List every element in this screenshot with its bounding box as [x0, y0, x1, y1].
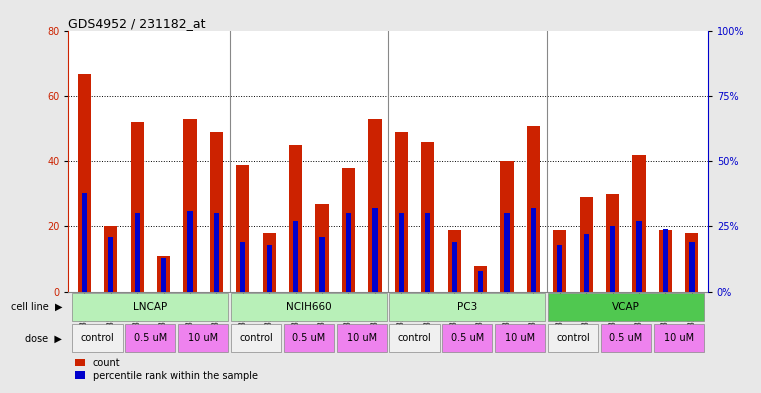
Text: control: control [239, 333, 273, 343]
Bar [580, 197, 593, 292]
Text: control: control [81, 333, 114, 343]
Bar [530, 208, 536, 292]
Bar [157, 256, 170, 292]
Bar [663, 229, 668, 292]
Bar [606, 194, 619, 292]
Bar [131, 123, 144, 292]
Text: dose  ▶: dose ▶ [25, 333, 62, 343]
Bar [266, 245, 272, 292]
FancyBboxPatch shape [390, 324, 440, 353]
Bar [527, 126, 540, 292]
Bar [368, 119, 381, 292]
Bar [289, 145, 302, 292]
Text: 10 uM: 10 uM [505, 333, 535, 343]
Text: 0.5 uM: 0.5 uM [610, 333, 642, 343]
Bar [183, 119, 196, 292]
Bar [240, 242, 246, 292]
Bar [478, 271, 483, 292]
FancyBboxPatch shape [72, 293, 228, 321]
Bar [557, 245, 562, 292]
Bar [236, 165, 250, 292]
Bar [187, 211, 193, 292]
Text: GDS4952 / 231182_at: GDS4952 / 231182_at [68, 17, 206, 30]
Bar [425, 213, 431, 292]
FancyBboxPatch shape [231, 293, 387, 321]
FancyBboxPatch shape [178, 324, 228, 353]
Bar [447, 230, 460, 292]
Bar [161, 258, 166, 292]
FancyBboxPatch shape [442, 324, 492, 353]
FancyBboxPatch shape [231, 324, 281, 353]
Bar [210, 132, 223, 292]
Bar [372, 208, 377, 292]
Bar [474, 266, 487, 292]
FancyBboxPatch shape [126, 324, 176, 353]
Bar [584, 234, 589, 292]
Bar [553, 230, 566, 292]
Bar [293, 221, 298, 292]
Text: 10 uM: 10 uM [664, 333, 694, 343]
FancyBboxPatch shape [548, 324, 598, 353]
FancyBboxPatch shape [600, 324, 651, 353]
Text: 0.5 uM: 0.5 uM [292, 333, 326, 343]
Bar [320, 237, 325, 292]
Text: LNCAP: LNCAP [133, 302, 167, 312]
Bar [108, 237, 113, 292]
Bar [78, 74, 91, 292]
Text: control: control [556, 333, 590, 343]
Bar [342, 168, 355, 292]
Bar [610, 226, 616, 292]
Text: 10 uM: 10 uM [188, 333, 218, 343]
Bar [632, 155, 645, 292]
FancyBboxPatch shape [72, 324, 123, 353]
Bar [505, 213, 510, 292]
FancyBboxPatch shape [390, 293, 546, 321]
Text: PC3: PC3 [457, 302, 477, 312]
Text: NCIH660: NCIH660 [286, 302, 332, 312]
Legend: count, percentile rank within the sample: count, percentile rank within the sample [73, 356, 260, 382]
FancyBboxPatch shape [654, 324, 704, 353]
Text: VCAP: VCAP [612, 302, 640, 312]
Bar [263, 233, 275, 292]
FancyBboxPatch shape [495, 324, 546, 353]
Bar [501, 162, 514, 292]
FancyBboxPatch shape [284, 324, 334, 353]
FancyBboxPatch shape [548, 293, 704, 321]
Bar [104, 226, 117, 292]
Text: control: control [398, 333, 431, 343]
Bar [659, 230, 672, 292]
Bar [135, 213, 140, 292]
Bar [451, 242, 457, 292]
Bar [214, 213, 219, 292]
Bar [81, 193, 87, 292]
Bar [689, 242, 695, 292]
Bar [399, 213, 404, 292]
Bar [316, 204, 329, 292]
Bar [395, 132, 408, 292]
Bar [636, 221, 642, 292]
FancyBboxPatch shape [336, 324, 387, 353]
Text: 0.5 uM: 0.5 uM [451, 333, 484, 343]
Bar [421, 142, 435, 292]
Text: 0.5 uM: 0.5 uM [134, 333, 167, 343]
Text: cell line  ▶: cell line ▶ [11, 302, 62, 312]
Text: 10 uM: 10 uM [346, 333, 377, 343]
Bar [685, 233, 699, 292]
Bar [345, 213, 351, 292]
